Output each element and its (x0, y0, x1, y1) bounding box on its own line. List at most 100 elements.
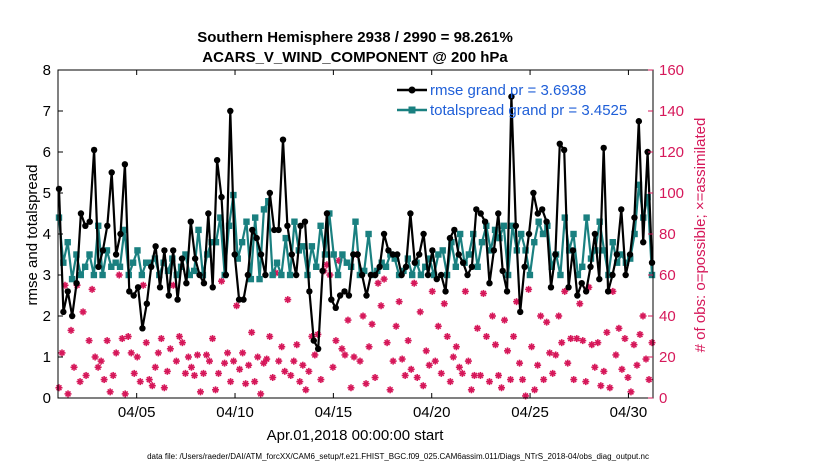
spread-point (286, 271, 294, 279)
obs-marker (359, 312, 367, 320)
spread-point (313, 263, 320, 270)
spread-point (212, 239, 220, 246)
obs-marker (618, 365, 626, 373)
obs-marker (615, 324, 623, 332)
spread-point (81, 263, 89, 270)
rmse-point (613, 251, 621, 258)
spread-point (613, 259, 621, 266)
obs-marker (100, 376, 108, 384)
rmse-point (60, 308, 67, 316)
rmse-point (244, 271, 252, 279)
rmse-point (196, 271, 203, 279)
obs-marker (157, 335, 165, 343)
obs-marker (88, 285, 96, 293)
rmse-point (530, 189, 537, 197)
obs-marker (293, 341, 301, 349)
spread-point (164, 267, 172, 275)
y-left-tick-label: 5 (43, 185, 51, 202)
rmse-point (407, 210, 414, 217)
rmse-point (464, 271, 471, 279)
obs-marker (600, 367, 608, 375)
spread-point (631, 230, 638, 238)
spread-point (247, 275, 255, 283)
obs-marker (422, 347, 430, 355)
legend-spread-marker (408, 106, 416, 114)
obs-marker (494, 371, 502, 379)
obs-marker (555, 312, 563, 320)
rmse-point (591, 230, 599, 238)
spread-point (317, 222, 324, 229)
rmse-point (90, 146, 98, 154)
rmse-point (442, 288, 449, 295)
rmse-point (604, 288, 612, 295)
obs-marker (519, 376, 527, 384)
obs-marker (181, 369, 189, 377)
obs-marker (434, 322, 442, 330)
obs-marker (401, 371, 409, 379)
obs-marker (187, 363, 195, 371)
spread-point (199, 271, 207, 279)
rmse-point (433, 275, 440, 283)
rmse-point (415, 251, 423, 258)
rmse-point (503, 288, 511, 295)
footer-file-path: data file: /Users/raeder/DAI/ATM_forcXX/… (147, 452, 649, 461)
obs-marker (531, 386, 539, 394)
spread-point (282, 234, 289, 242)
spread-point (334, 271, 342, 279)
rmse-point (363, 292, 370, 299)
rmse-point (279, 136, 287, 143)
obs-marker (431, 357, 439, 365)
obs-marker (386, 386, 394, 394)
obs-marker (209, 335, 217, 343)
obs-marker (455, 363, 463, 371)
y-right-tick-label: 0 (659, 390, 667, 407)
obs-marker (540, 376, 548, 384)
spread-point (138, 271, 146, 279)
spread-point (592, 247, 599, 254)
obs-marker (296, 378, 304, 386)
spread-point (95, 222, 102, 229)
obs-marker (106, 388, 114, 396)
obs-marker (621, 335, 629, 343)
obs-marker (570, 376, 578, 384)
rmse-point (358, 271, 366, 279)
obs-marker (440, 300, 448, 308)
obs-marker (254, 353, 262, 361)
rmse-point (578, 280, 585, 287)
obs-marker (133, 353, 141, 361)
spread-point (435, 251, 442, 258)
obs-marker (591, 363, 599, 371)
rmse-point (372, 271, 379, 279)
spread-point (291, 218, 298, 225)
obs-marker (398, 355, 406, 363)
rmse-point (332, 304, 339, 311)
spread-point (509, 222, 516, 229)
rmse-point (644, 148, 651, 156)
rmse-point (525, 230, 533, 238)
rmse-point (288, 251, 296, 258)
y-right-tick-label: 60 (659, 267, 676, 284)
rmse-point (262, 271, 269, 279)
obs-marker (449, 353, 457, 361)
spread-point (256, 275, 263, 283)
rmse-point (345, 292, 353, 299)
obs-marker (287, 371, 295, 379)
obs-marker (199, 369, 207, 377)
spread-point (452, 263, 459, 270)
rmse-point (266, 189, 274, 197)
legend-rmse-marker (408, 86, 416, 94)
obs-marker (392, 322, 400, 330)
rmse-point (380, 230, 388, 238)
spread-point (299, 243, 307, 250)
spread-point (243, 218, 250, 225)
rmse-point (161, 247, 168, 254)
obs-marker (205, 357, 213, 365)
obs-marker (305, 367, 313, 375)
spread-point (465, 251, 473, 258)
spread-point (422, 263, 429, 270)
obs-marker (82, 371, 90, 379)
y-right-tick-label: 20 (659, 349, 676, 366)
rmse-point (437, 271, 445, 279)
y-left-tick-label: 1 (43, 349, 51, 366)
spread-point (557, 271, 564, 279)
